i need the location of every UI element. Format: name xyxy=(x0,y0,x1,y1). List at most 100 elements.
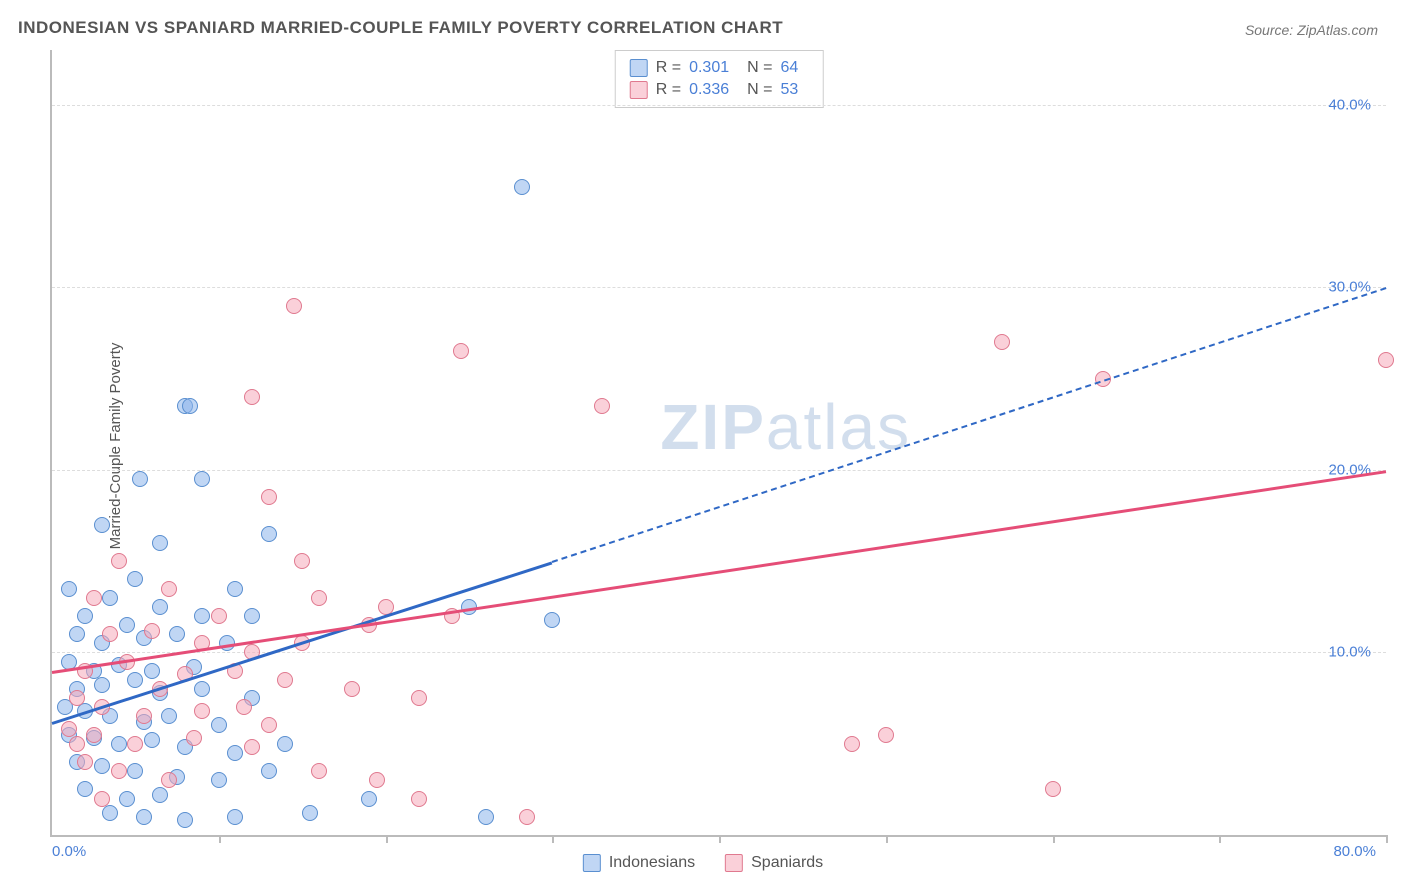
trendline xyxy=(52,561,553,725)
data-point xyxy=(994,334,1010,350)
correlation-legend: R =0.301N =64R =0.336N =53 xyxy=(615,50,824,108)
legend-swatch xyxy=(630,59,648,77)
data-point xyxy=(194,608,210,624)
x-tick xyxy=(1053,835,1055,843)
data-point xyxy=(311,763,327,779)
r-label: R = xyxy=(656,81,681,99)
plot-area: ZIPatlas R =0.301N =64R =0.336N =53 0.0%… xyxy=(50,50,1386,837)
data-point xyxy=(69,690,85,706)
x-tick xyxy=(719,835,721,843)
x-tick xyxy=(1219,835,1221,843)
data-point xyxy=(411,690,427,706)
data-point xyxy=(94,791,110,807)
data-point xyxy=(261,763,277,779)
legend-label: Spaniards xyxy=(751,854,823,872)
data-point xyxy=(127,736,143,752)
chart-title: INDONESIAN VS SPANIARD MARRIED-COUPLE FA… xyxy=(18,18,783,38)
data-point xyxy=(211,608,227,624)
data-point xyxy=(111,736,127,752)
data-point xyxy=(177,812,193,828)
r-label: R = xyxy=(656,59,681,77)
data-point xyxy=(594,398,610,414)
chart-container: INDONESIAN VS SPANIARD MARRIED-COUPLE FA… xyxy=(0,0,1406,892)
data-point xyxy=(519,809,535,825)
data-point xyxy=(77,608,93,624)
data-point xyxy=(286,298,302,314)
n-value: 64 xyxy=(780,59,808,77)
watermark-zip: ZIP xyxy=(660,391,766,463)
data-point xyxy=(136,809,152,825)
data-point xyxy=(152,535,168,551)
legend-label: Indonesians xyxy=(609,854,695,872)
data-point xyxy=(302,805,318,821)
data-point xyxy=(127,571,143,587)
data-point xyxy=(69,626,85,642)
series-legend: Indonesians Spaniards xyxy=(583,854,823,872)
data-point xyxy=(111,553,127,569)
legend-top-row: R =0.336N =53 xyxy=(630,79,809,101)
data-point xyxy=(261,526,277,542)
data-point xyxy=(144,732,160,748)
data-point xyxy=(211,717,227,733)
x-tick xyxy=(386,835,388,843)
r-value: 0.336 xyxy=(689,81,739,99)
data-point xyxy=(344,681,360,697)
legend-swatch xyxy=(583,854,601,872)
data-point xyxy=(244,608,260,624)
data-point xyxy=(514,179,530,195)
legend-swatch xyxy=(725,854,743,872)
data-point xyxy=(453,343,469,359)
data-point xyxy=(311,590,327,606)
data-point xyxy=(411,791,427,807)
gridline xyxy=(52,105,1386,106)
data-point xyxy=(127,763,143,779)
data-point xyxy=(244,739,260,755)
data-point xyxy=(478,809,494,825)
data-point xyxy=(111,763,127,779)
data-point xyxy=(161,772,177,788)
data-point xyxy=(194,681,210,697)
data-point xyxy=(77,781,93,797)
data-point xyxy=(294,553,310,569)
data-point xyxy=(194,703,210,719)
data-point xyxy=(94,677,110,693)
legend-item: Indonesians xyxy=(583,854,695,872)
data-point xyxy=(277,736,293,752)
data-point xyxy=(244,389,260,405)
watermark: ZIPatlas xyxy=(660,390,911,464)
data-point xyxy=(182,398,198,414)
legend-swatch xyxy=(630,81,648,99)
data-point xyxy=(69,736,85,752)
data-point xyxy=(94,517,110,533)
data-point xyxy=(227,809,243,825)
data-point xyxy=(878,727,894,743)
y-tick-label: 40.0% xyxy=(1328,96,1371,113)
data-point xyxy=(844,736,860,752)
data-point xyxy=(102,626,118,642)
data-point xyxy=(61,721,77,737)
r-value: 0.301 xyxy=(689,59,739,77)
x-axis-min-label: 0.0% xyxy=(52,843,86,860)
legend-item: Spaniards xyxy=(725,854,823,872)
data-point xyxy=(361,791,377,807)
trendline xyxy=(52,470,1386,674)
data-point xyxy=(161,581,177,597)
data-point xyxy=(94,758,110,774)
data-point xyxy=(161,708,177,724)
x-tick xyxy=(1386,835,1388,843)
data-point xyxy=(369,772,385,788)
trendline xyxy=(552,287,1386,563)
data-point xyxy=(1045,781,1061,797)
y-tick-label: 10.0% xyxy=(1328,644,1371,661)
data-point xyxy=(152,787,168,803)
data-point xyxy=(144,623,160,639)
data-point xyxy=(144,663,160,679)
data-point xyxy=(169,626,185,642)
data-point xyxy=(77,754,93,770)
data-point xyxy=(136,708,152,724)
data-point xyxy=(236,699,252,715)
n-label: N = xyxy=(747,81,772,99)
data-point xyxy=(277,672,293,688)
data-point xyxy=(544,612,560,628)
x-axis-max-label: 80.0% xyxy=(1333,843,1376,860)
